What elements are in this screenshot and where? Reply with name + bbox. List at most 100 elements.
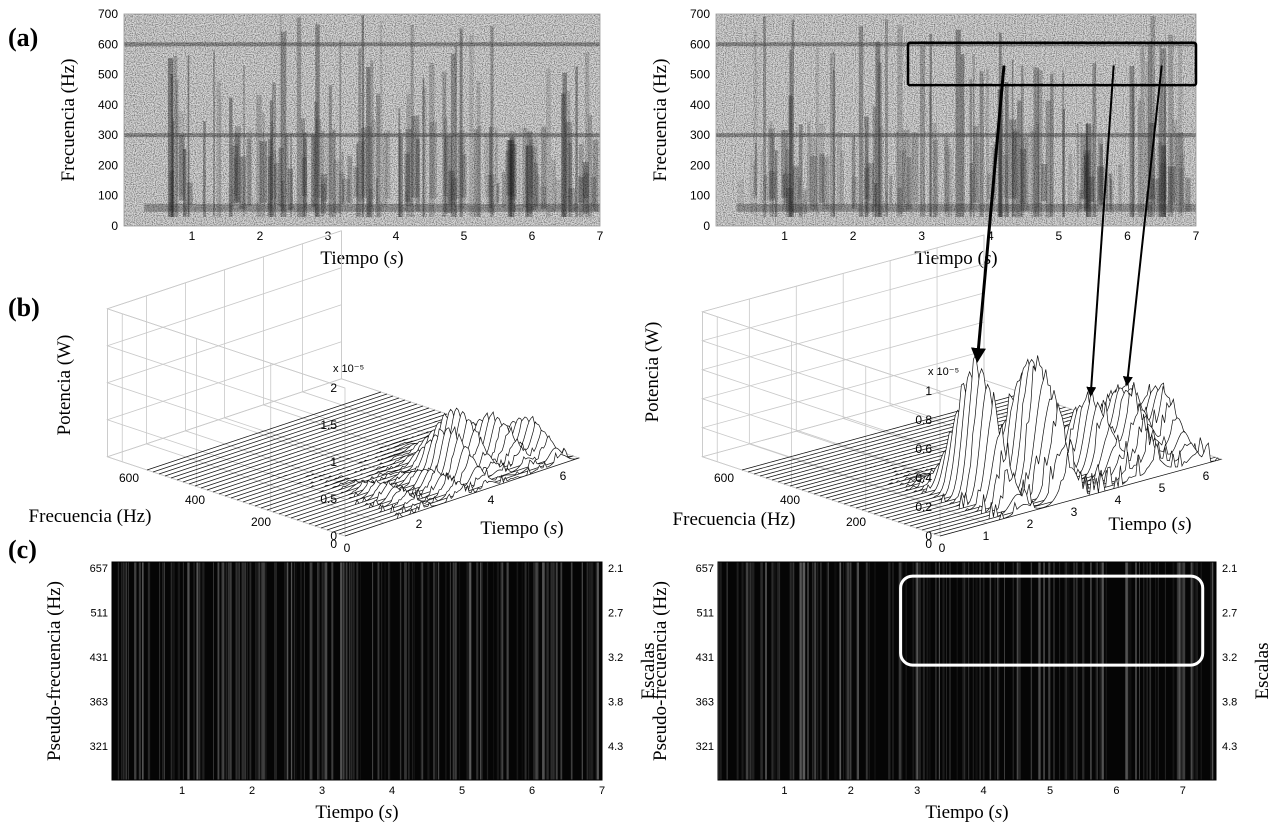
scalogram-stripe (571, 562, 573, 780)
z-tick-label: 0 (925, 529, 932, 543)
ridge-line (765, 400, 1048, 479)
y-axis-label: Frecuencia (Hz) (673, 509, 796, 530)
scalogram-stripe (182, 562, 184, 780)
scalogram-stripe (459, 562, 461, 780)
scalogram-stripe (224, 562, 226, 780)
scalogram-stripe (449, 562, 451, 780)
y-tick-label: 300 (98, 128, 118, 142)
scalogram-stripe (905, 562, 907, 780)
scalogram-stripe (943, 562, 945, 780)
scalogram-stripe (1004, 562, 1005, 780)
scalogram-stripe (799, 562, 802, 780)
scalogram-stripe (434, 562, 436, 780)
scalogram-stripe (1145, 562, 1147, 780)
x-tick-label: 3 (918, 229, 925, 243)
scalogram-stripe (1190, 562, 1192, 780)
y2-tick-label: 3.8 (1222, 697, 1237, 709)
ridge-line (170, 399, 406, 479)
x-axis-label: Tiempo (s) (1108, 514, 1191, 535)
scalogram-stripe (949, 562, 951, 780)
scalogram-stripe (918, 562, 921, 780)
x-tick-label: 1 (189, 229, 196, 243)
scalogram-stripe (349, 562, 350, 780)
scalogram-stripe (317, 562, 320, 780)
ridge-line (152, 393, 388, 473)
x-tick-label: 4 (981, 785, 987, 797)
ridge-line (344, 451, 580, 537)
scalogram-stripe (1164, 562, 1166, 780)
scalogram-stripe (997, 562, 998, 780)
scalogram-stripe (741, 562, 744, 780)
scalogram-stripe (275, 562, 277, 780)
scalogram-stripe (246, 562, 248, 780)
plot-frame (111, 561, 603, 781)
scalogram-stripe (856, 562, 859, 780)
y-tick-label: 200 (98, 158, 118, 172)
scalogram-stripe (187, 562, 190, 780)
highlight-box (906, 41, 1198, 87)
scalogram-stripe (388, 562, 391, 780)
y-tick-label: 600 (714, 471, 734, 485)
scalogram-stripe (148, 562, 151, 780)
scalogram-stripe (1099, 562, 1101, 780)
surface-ridges (741, 353, 1222, 537)
z-axis-label: Potencia (W) (54, 335, 75, 436)
y-tick-label: 0 (925, 537, 932, 551)
scalogram-stripe (1143, 562, 1145, 780)
x-tick-label: 1 (179, 785, 185, 797)
y-axis-label: Pseudo-frecuencia (Hz) (650, 581, 671, 761)
scalogram-stripe (898, 562, 901, 780)
x-tick-label: 7 (599, 785, 605, 797)
scalogram-stripe (217, 562, 220, 780)
scalogram-stripe (827, 562, 829, 780)
grid-line-z (701, 234, 985, 392)
y-tick-label: 431 (696, 652, 714, 664)
scalogram-stripe (290, 562, 293, 780)
x-tick-label: 1 (781, 785, 787, 797)
scalogram-stripe (225, 562, 227, 780)
x-tick-label: 7 (1180, 785, 1186, 797)
scalogram-stripe (744, 562, 747, 780)
x-tick-label: 3 (914, 785, 920, 797)
scalogram-stripe (807, 562, 809, 780)
scalogram-stripe (1012, 562, 1014, 780)
scalogram-stripe (736, 562, 738, 780)
y-tick-label: 600 (119, 471, 139, 485)
z-tick-label: 0.5 (320, 492, 337, 506)
scalogram-stripe (1130, 562, 1132, 780)
ridge-line (308, 416, 544, 525)
y-axis-label: Frecuencia (Hz) (58, 59, 79, 182)
scalogram-stripe (1048, 562, 1051, 780)
scalogram-stripe (300, 562, 303, 780)
scalogram-stripe (164, 562, 165, 780)
ridge-line (188, 405, 424, 485)
scalogram-stripe (227, 562, 229, 780)
x-tick-label: 6 (529, 785, 535, 797)
scalogram-stripe (812, 562, 814, 780)
scalogram-stripe (1097, 562, 1098, 780)
x-tick-label: 6 (1203, 469, 1210, 483)
grid-line-z (106, 304, 346, 463)
scalogram-stripe (452, 562, 455, 780)
scalogram-stripe (1017, 562, 1020, 780)
scalogram-stripe (1101, 562, 1102, 780)
scalogram-stripe (968, 562, 969, 780)
x-tick-label: 5 (459, 785, 465, 797)
ridge-line (224, 417, 460, 497)
grid-line-z (106, 378, 346, 537)
scalogram-stripe (1149, 562, 1152, 780)
scalogram-stripe (445, 562, 447, 780)
x-tick-label: 6 (560, 469, 567, 483)
x-tick-label: 1 (983, 529, 990, 543)
scalogram-stripe (938, 562, 940, 780)
scalogram-stripe (321, 562, 324, 780)
y-tick-label: 0 (330, 537, 337, 551)
scalogram-stripe (741, 562, 743, 780)
panel-label-a: (a) (8, 23, 38, 52)
x-tick-label: 5 (461, 229, 468, 243)
y-tick-label: 363 (696, 697, 714, 709)
y-tick-label: 200 (251, 515, 271, 529)
scalogram-stripe (791, 562, 793, 780)
scalogram-stripe (839, 562, 842, 780)
x-axis-label: Tiempo (s) (320, 248, 403, 269)
